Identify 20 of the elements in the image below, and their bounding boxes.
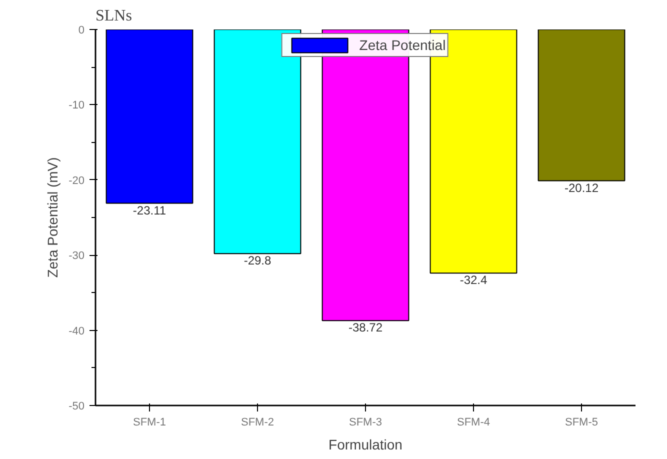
x-tick-label: SFM-3	[349, 416, 382, 428]
y-tick-label: -40	[68, 325, 85, 338]
data-label: -20.12	[564, 180, 599, 195]
y-tick-label: -50	[68, 400, 85, 412]
x-tick-label: SFM-5	[565, 416, 598, 428]
x-tick-label: SFM-4	[457, 416, 490, 428]
data-label: -38.72	[348, 320, 383, 335]
legend-label: Zeta Potential	[359, 37, 446, 53]
x-tick-label: SFM-2	[241, 416, 274, 428]
y-axis-title: Zeta Potential (mV)	[44, 157, 61, 278]
x-tick-label: SFM-1	[133, 416, 166, 428]
x-axis-title: Formulation	[328, 436, 402, 452]
y-tick-label: 0	[78, 24, 85, 36]
data-label: -32.4	[460, 273, 488, 288]
y-tick-label: -30	[68, 250, 85, 262]
data-label: -29.8	[244, 254, 272, 268]
y-tick-label: -20	[68, 174, 85, 187]
y-tick-label: -10	[68, 100, 85, 112]
data-label: -23.11	[132, 203, 166, 218]
chart-title: SLNs	[96, 8, 132, 24]
